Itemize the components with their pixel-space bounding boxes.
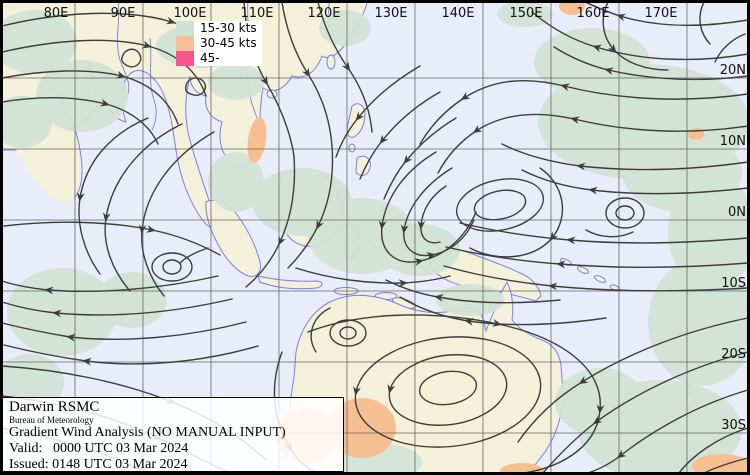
legend-label-15-30: 15-30 kts: [194, 21, 262, 36]
valid-time: Valid: 0000 UTC 03 Mar 2024: [9, 441, 189, 456]
lat-label-10n: 10N: [719, 134, 746, 149]
lon-label-90e: 90E: [110, 6, 136, 21]
product-title: Gradient Wind Analysis (NO MANUAL INPUT): [9, 425, 286, 440]
lat-label-20n: 20N: [719, 63, 746, 78]
issued-time: Issued: 0148 UTC 03 Mar 2024: [9, 457, 188, 472]
legend-row-30-45: 30-45 kts: [176, 36, 262, 51]
legend-swatch-15-30: [176, 21, 194, 36]
lon-label-160e: 160E: [576, 6, 610, 21]
lon-label-80e: 80E: [43, 6, 69, 21]
legend-swatch-30-45: [176, 36, 194, 51]
bureau-subtitle: Bureau of Meteorology: [9, 415, 94, 425]
wind-speed-legend: 15-30 kts 30-45 kts 45-: [176, 21, 262, 66]
lon-label-170e: 170E: [644, 6, 678, 21]
lon-label-140e: 140E: [441, 6, 475, 21]
lon-label-120e: 120E: [307, 6, 341, 21]
lon-label-150e: 150E: [509, 6, 543, 21]
legend-swatch-45plus: [176, 51, 194, 66]
agency-title: Darwin RSMC: [9, 399, 100, 415]
analysis-info-box: Darwin RSMC Bureau of Meteorology Gradie…: [2, 397, 344, 472]
legend-row-45plus: 45-: [176, 51, 262, 66]
legend-label-45plus: 45-: [194, 51, 262, 66]
legend-row-15-30: 15-30 kts: [176, 21, 262, 36]
lat-label-30s: 30S: [721, 418, 746, 433]
lon-label-100e: 100E: [173, 6, 207, 21]
lat-label-10s: 10S: [721, 276, 746, 291]
lat-label-0n: 0N: [728, 205, 746, 220]
lon-label-130e: 130E: [374, 6, 408, 21]
legend-label-30-45: 30-45 kts: [194, 36, 262, 51]
lat-label-20s: 20S: [721, 347, 746, 362]
lon-label-110e: 110E: [240, 6, 274, 21]
